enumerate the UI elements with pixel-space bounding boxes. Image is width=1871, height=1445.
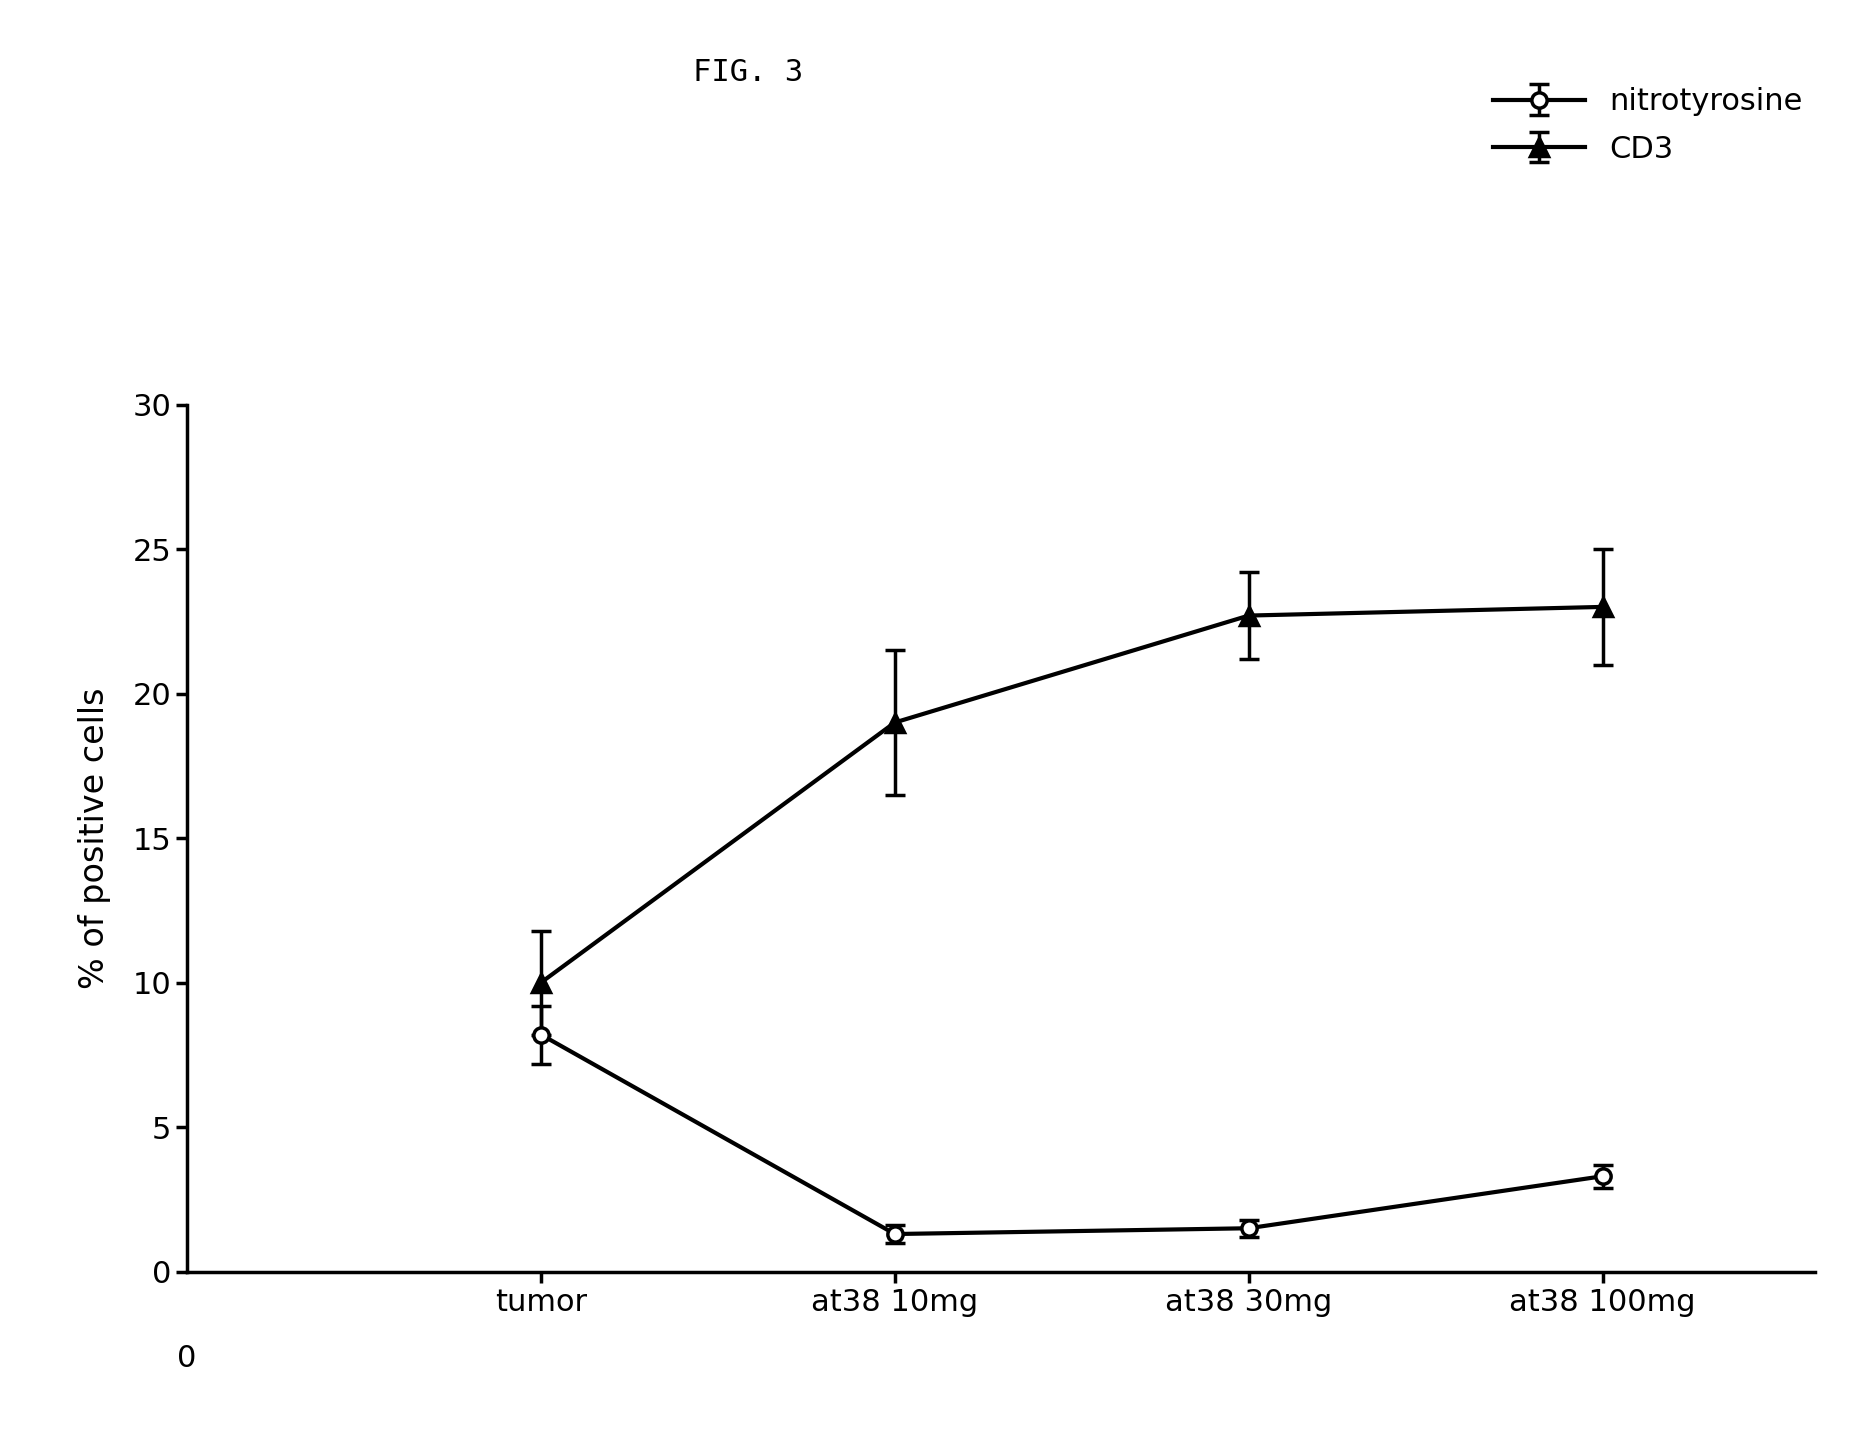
Text: FIG. 3: FIG. 3 [694,58,803,87]
Legend: nitrotyrosine, CD3: nitrotyrosine, CD3 [1482,75,1815,176]
Text: 0: 0 [178,1344,196,1373]
Y-axis label: % of positive cells: % of positive cells [79,688,112,988]
